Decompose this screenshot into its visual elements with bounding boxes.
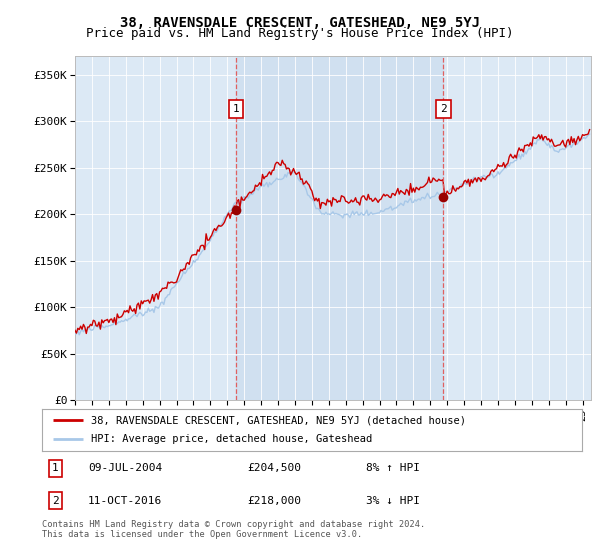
Bar xyxy=(236,56,443,400)
Text: 09-JUL-2004: 09-JUL-2004 xyxy=(88,464,162,473)
Text: 2: 2 xyxy=(52,496,59,506)
Text: 8% ↑ HPI: 8% ↑ HPI xyxy=(366,464,420,473)
Text: HPI: Average price, detached house, Gateshead: HPI: Average price, detached house, Gate… xyxy=(91,435,372,445)
Text: Contains HM Land Registry data © Crown copyright and database right 2024.
This d: Contains HM Land Registry data © Crown c… xyxy=(42,520,425,539)
Text: 11-OCT-2016: 11-OCT-2016 xyxy=(88,496,162,506)
Text: £204,500: £204,500 xyxy=(247,464,301,473)
Text: 1: 1 xyxy=(52,464,59,473)
Text: 38, RAVENSDALE CRESCENT, GATESHEAD, NE9 5YJ (detached house): 38, RAVENSDALE CRESCENT, GATESHEAD, NE9 … xyxy=(91,415,466,425)
Text: £218,000: £218,000 xyxy=(247,496,301,506)
Text: 38, RAVENSDALE CRESCENT, GATESHEAD, NE9 5YJ: 38, RAVENSDALE CRESCENT, GATESHEAD, NE9 … xyxy=(120,16,480,30)
Text: 3% ↓ HPI: 3% ↓ HPI xyxy=(366,496,420,506)
Text: Price paid vs. HM Land Registry's House Price Index (HPI): Price paid vs. HM Land Registry's House … xyxy=(86,27,514,40)
Text: 1: 1 xyxy=(233,104,239,114)
Text: 2: 2 xyxy=(440,104,447,114)
